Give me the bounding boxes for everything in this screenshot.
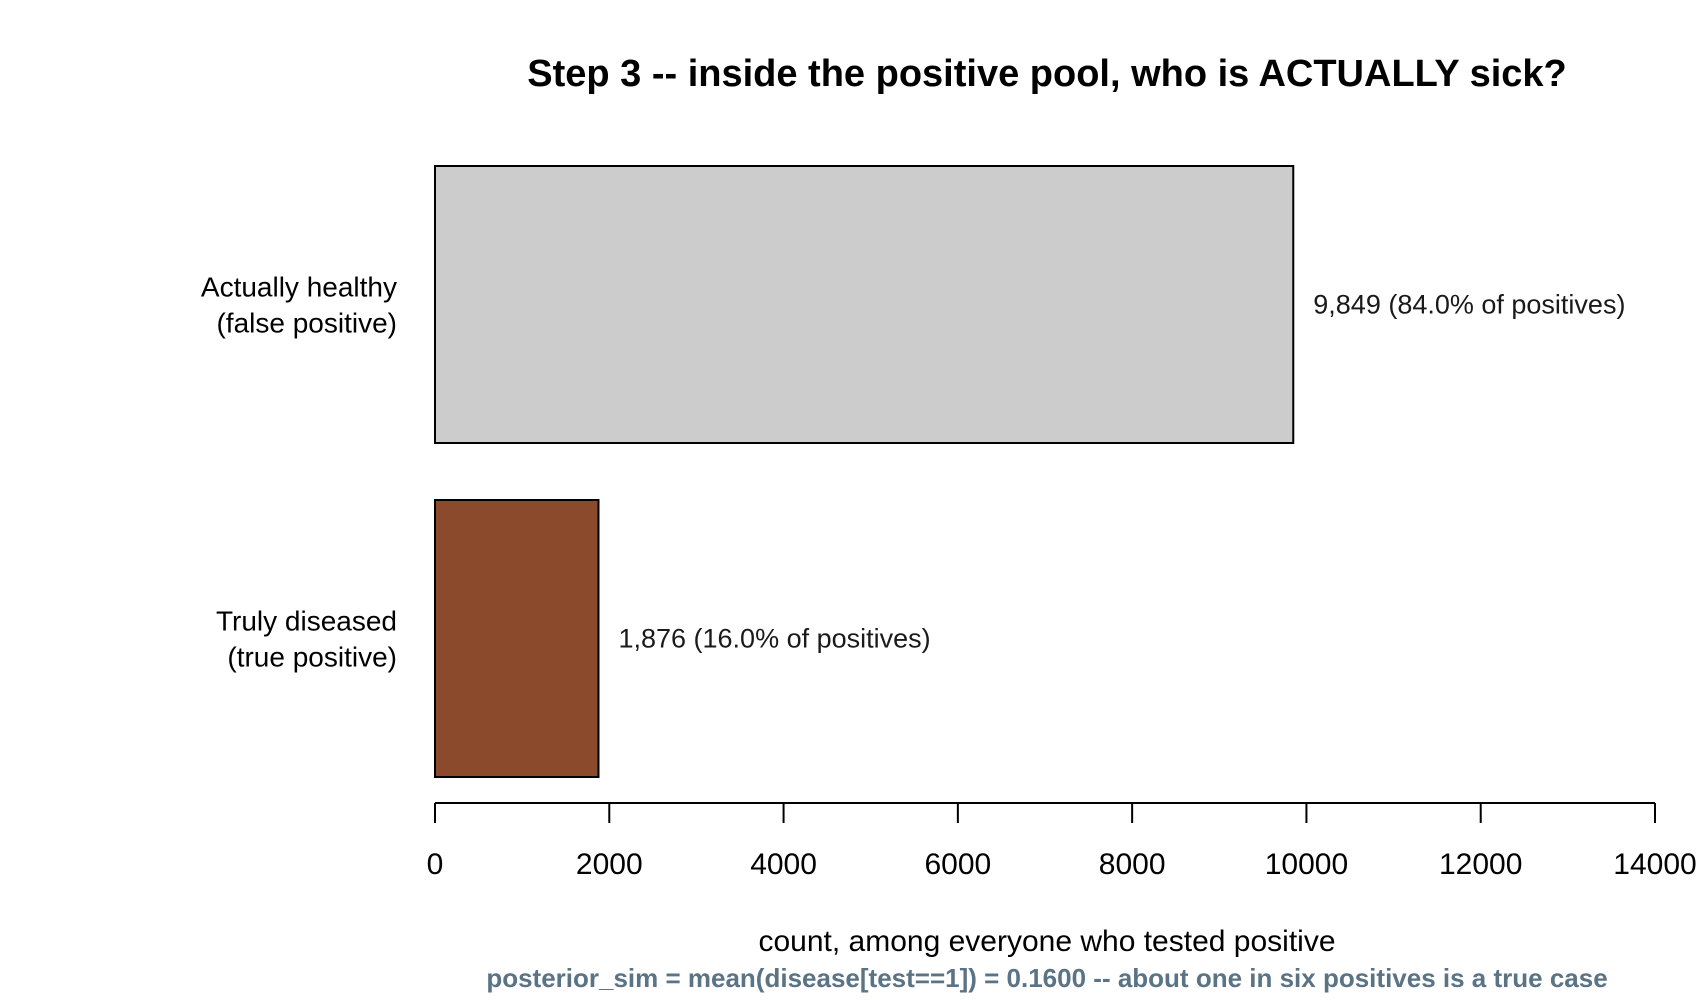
x-tick-label-2: 4000 [750,848,817,881]
x-tick-label-1: 2000 [576,848,643,881]
x-tick-label-5: 10000 [1265,848,1348,881]
x-tick-label-7: 14000 [1613,848,1696,881]
x-axis-label: count, among everyone who tested positiv… [758,925,1335,958]
x-axis: 0 2000 4000 6000 8000 10000 12000 14000 [427,802,1697,881]
x-tick-label-4: 8000 [1099,848,1166,881]
data-label-1: 1,876 (16.0% of positives) [618,624,930,654]
bar-0 [434,165,1295,444]
x-tick-label-3: 6000 [924,848,991,881]
bar-1 [434,499,600,778]
x-tick-label-0: 0 [427,848,444,881]
data-label-0: 9,849 (84.0% of positives) [1313,290,1625,320]
bars-group: Actually healthy (false positive) 9,849 (8… [201,165,1625,778]
x-tick-label-6: 12000 [1439,848,1522,881]
category-label-0: Actually healthy (false positive) [201,272,397,339]
category-label-1: Truly diseased (true positive) [216,606,397,673]
chart-subtitle: posterior_sim = mean(disease[test==1]) =… [486,963,1607,993]
chart-title: Step 3 -- inside the positive pool, who … [527,53,1567,95]
